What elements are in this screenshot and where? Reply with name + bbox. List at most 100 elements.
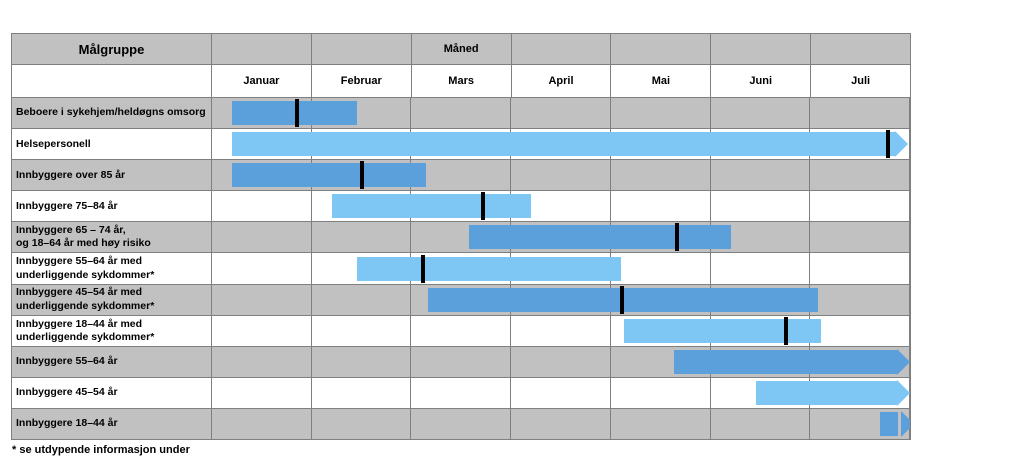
grid-cell bbox=[611, 191, 711, 222]
header-row-months: Januar Februar Mars April Mai Juni Juli bbox=[12, 65, 910, 98]
milestone-tick bbox=[294, 99, 299, 128]
row-label: Innbyggere 45–54 år med underliggende sy… bbox=[12, 284, 212, 315]
row-label: Innbyggere 18–44 år med underliggende sy… bbox=[12, 315, 212, 346]
month-label: Januar bbox=[212, 65, 312, 97]
grid-cell bbox=[411, 346, 512, 377]
gantt-row: Innbyggere 55–64 år med underliggende sy… bbox=[12, 253, 910, 285]
gantt-bar bbox=[231, 101, 357, 126]
gantt-row: Innbyggere 75–84 år bbox=[12, 191, 910, 223]
row-label: Innbyggere 18–44 år bbox=[12, 408, 212, 440]
grid-cell bbox=[212, 315, 312, 346]
grid-cell bbox=[711, 222, 811, 253]
grid-cell bbox=[511, 315, 611, 346]
gantt-row: Helsepersonell bbox=[12, 129, 910, 161]
grid-cell bbox=[511, 346, 611, 377]
gantt-bar bbox=[231, 132, 896, 157]
row-track bbox=[212, 408, 910, 440]
grid-cell bbox=[212, 253, 312, 284]
grid-cell bbox=[810, 284, 910, 315]
grid-cell bbox=[312, 377, 412, 408]
gantt-bar bbox=[231, 163, 427, 188]
row-label: Innbyggere over 85 år bbox=[12, 160, 212, 191]
grid-cell bbox=[711, 160, 811, 191]
grid-cell bbox=[711, 408, 811, 440]
grid-cell bbox=[711, 253, 811, 284]
row-track bbox=[212, 160, 910, 191]
grid-cell bbox=[312, 315, 412, 346]
continues-arrow-icon bbox=[901, 410, 910, 437]
row-track bbox=[212, 315, 910, 346]
gantt-row: Innbyggere 45–54 år med underliggende sy… bbox=[12, 284, 910, 316]
milestone-tick bbox=[481, 192, 486, 221]
grid-cell bbox=[212, 377, 312, 408]
gantt-row: Innbyggere 65 – 74 år, og 18–64 år med h… bbox=[12, 222, 910, 254]
row-track bbox=[212, 191, 910, 222]
milestone-tick bbox=[886, 130, 891, 159]
gantt-bar bbox=[331, 194, 532, 219]
grid-cell bbox=[212, 408, 312, 440]
row-track bbox=[212, 222, 910, 253]
gantt-row: Beboere i sykehjem/heldøgns omsorg bbox=[12, 98, 910, 130]
gantt-bar bbox=[673, 349, 898, 374]
grid-cell bbox=[312, 98, 412, 129]
grid-cell bbox=[810, 222, 910, 253]
grid-cell bbox=[312, 346, 412, 377]
grid-cell bbox=[511, 191, 611, 222]
gantt-bar bbox=[756, 380, 898, 405]
row-label: Innbyggere 45–54 år bbox=[12, 377, 212, 408]
month-label: Juni bbox=[711, 65, 812, 97]
grid-cell bbox=[511, 408, 611, 440]
grid-cell bbox=[411, 408, 512, 440]
milestone-tick bbox=[421, 254, 426, 283]
row-track bbox=[212, 346, 910, 377]
maaned-header-label: Måned bbox=[412, 34, 512, 64]
footnote: * se utdypende informasjon under bbox=[12, 444, 190, 456]
milestone-tick bbox=[784, 316, 789, 345]
row-label: Innbyggere 65 – 74 år, og 18–64 år med h… bbox=[12, 222, 212, 253]
month-label: Mai bbox=[611, 65, 712, 97]
grid-cell bbox=[810, 315, 910, 346]
header-row-malgruppe: Målgruppe Måned bbox=[12, 34, 910, 65]
gantt-bar bbox=[623, 318, 822, 343]
month-label: Mars bbox=[412, 65, 512, 97]
gantt-table: Målgruppe Måned Januar Februar Mars April Mai J… bbox=[11, 33, 911, 440]
grid-cell bbox=[611, 408, 711, 440]
continues-arrow-icon bbox=[895, 131, 909, 158]
grid-cell bbox=[212, 284, 312, 315]
row-track bbox=[212, 129, 910, 160]
row-label: Innbyggere 55–64 år bbox=[12, 346, 212, 377]
row-label: Innbyggere 75–84 år bbox=[12, 191, 212, 222]
month-label: Juli bbox=[851, 75, 871, 87]
grid-cell bbox=[511, 160, 611, 191]
grid-cell bbox=[611, 160, 711, 191]
milestone-tick bbox=[619, 285, 624, 314]
gantt-row: Innbyggere 55–64 år bbox=[12, 346, 910, 378]
grid-cell bbox=[212, 346, 312, 377]
grid-cell bbox=[411, 315, 512, 346]
grid-cell bbox=[312, 222, 412, 253]
grid-cell bbox=[810, 129, 910, 160]
row-track bbox=[212, 253, 910, 284]
grid-cell bbox=[611, 98, 711, 129]
grid-cell bbox=[411, 377, 512, 408]
row-track bbox=[212, 284, 910, 315]
grid-cell bbox=[511, 377, 611, 408]
grid-cell bbox=[810, 253, 910, 284]
corner-header-label: Målgruppe bbox=[12, 34, 212, 64]
header-cell bbox=[711, 34, 812, 64]
continues-arrow-icon bbox=[897, 348, 910, 375]
gantt-row: Innbyggere 18–44 år med underliggende sy… bbox=[12, 315, 910, 347]
milestone-tick bbox=[674, 223, 679, 252]
header-cell bbox=[611, 34, 712, 64]
grid-cell bbox=[411, 98, 512, 129]
month-label: Februar bbox=[312, 65, 412, 97]
header-cell bbox=[312, 34, 412, 64]
header-cell bbox=[811, 34, 910, 64]
milestone-tick bbox=[359, 161, 364, 190]
header-cell bbox=[512, 34, 612, 64]
gantt-row: Innbyggere 45–54 år bbox=[12, 377, 910, 409]
continues-arrow-icon bbox=[897, 379, 910, 406]
row-label: Helsepersonell bbox=[12, 129, 212, 160]
gantt-bar bbox=[469, 225, 731, 250]
